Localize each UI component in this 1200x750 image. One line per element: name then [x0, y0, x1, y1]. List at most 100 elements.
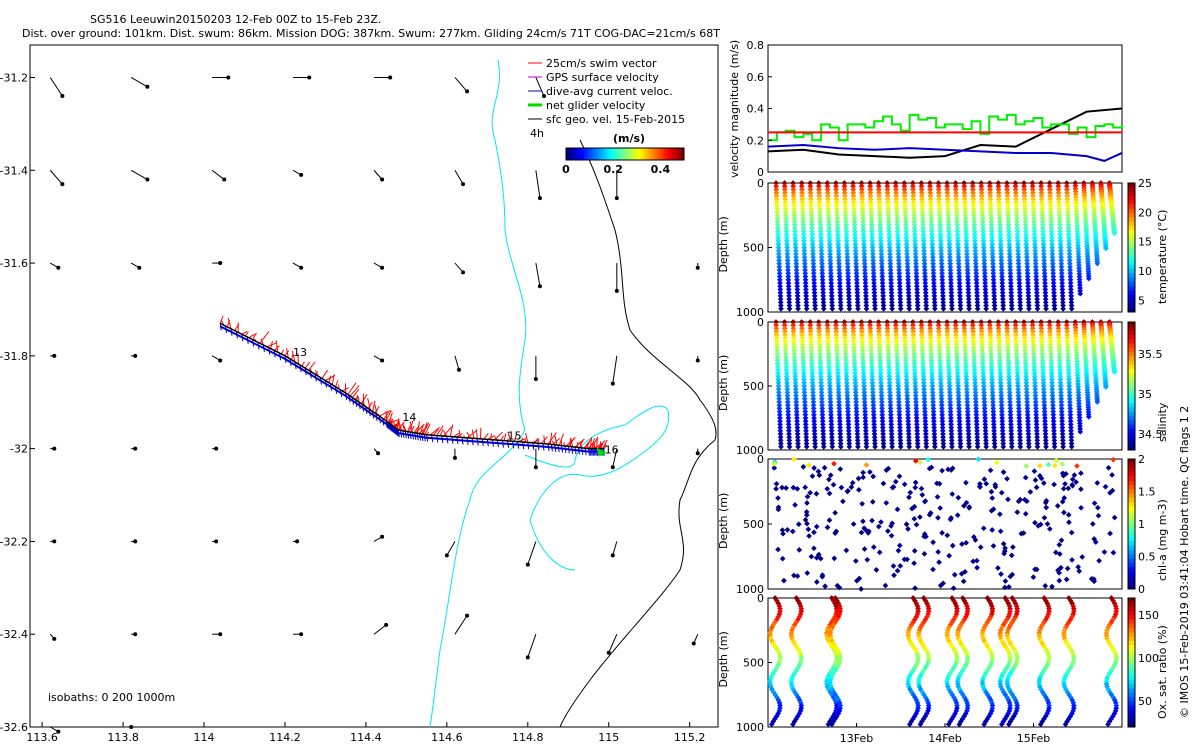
- profile-sample: [991, 305, 998, 312]
- profile-sample: [774, 212, 781, 219]
- profile-sample: [810, 247, 816, 254]
- profile-sample: [911, 215, 918, 222]
- colorbar-cell: [1128, 537, 1135, 542]
- colorbar-cell: [580, 148, 585, 160]
- profile-sample: [921, 251, 927, 257]
- profile-sample: [912, 244, 919, 251]
- profile-sample: [867, 180, 873, 186]
- profile-sample: [859, 212, 866, 219]
- colorbar-cell: [636, 148, 641, 160]
- profile-sample: [851, 225, 858, 231]
- profile-sample: [895, 247, 902, 254]
- colorbar-cell: [1128, 610, 1135, 616]
- profile-sample: [777, 280, 783, 286]
- profile-sample: [842, 193, 848, 199]
- profile-sample: [871, 280, 877, 286]
- profile-sample: [828, 273, 834, 280]
- profile-sample: [930, 257, 936, 264]
- profile-sample: [855, 305, 861, 312]
- profile-sample: [973, 264, 979, 270]
- profile-sample: [957, 296, 963, 302]
- profile-sample: [937, 234, 944, 241]
- colorbar-cell: [1128, 619, 1135, 625]
- swim-vector: [304, 361, 311, 369]
- profile-sample: [809, 241, 816, 248]
- profile-sample: [790, 196, 797, 202]
- profile-sample: [801, 257, 808, 264]
- profile-sample: [939, 276, 946, 283]
- colorbar-cell: [1128, 221, 1135, 227]
- profile-sample: [946, 234, 953, 241]
- profile-sample: [979, 212, 986, 219]
- swim-vector: [331, 374, 335, 385]
- swim-vector: [500, 435, 505, 441]
- profile-sample: [807, 183, 814, 190]
- profile-sample: [978, 183, 985, 190]
- profile-dots: [773, 180, 1118, 312]
- profile-sample: [826, 222, 832, 228]
- profile-sample: [828, 289, 835, 296]
- colorbar-cell: [1128, 498, 1135, 503]
- swim-vector: [449, 424, 454, 437]
- profile-sample: [792, 244, 799, 251]
- profile-sample: [850, 199, 857, 206]
- profile-sample: [923, 305, 930, 312]
- profile-sample: [852, 234, 858, 241]
- profile-sample: [862, 270, 868, 277]
- colorbar-cell: [1128, 602, 1135, 608]
- colorbar-cell: [577, 148, 582, 160]
- sfc-vector-head: [388, 75, 393, 80]
- profile-sample: [997, 222, 1003, 228]
- profile-sample: [920, 234, 927, 241]
- profile-sample: [836, 280, 843, 286]
- profile-sample: [827, 247, 833, 254]
- velocity-series-blue: [767, 144, 1123, 162]
- profile-sample: [905, 270, 911, 277]
- profile-sample: [886, 234, 893, 241]
- profile-sample: [885, 202, 891, 209]
- profile-sample: [783, 222, 790, 228]
- coast-island: [524, 405, 670, 571]
- profile-sample: [971, 231, 978, 238]
- profile-sample: [998, 244, 1004, 251]
- profile-sample: [902, 196, 908, 202]
- swim-vector: [347, 382, 357, 395]
- profile-sample: [936, 196, 942, 202]
- profile-sample: [914, 289, 920, 296]
- profile-sample: [876, 196, 883, 202]
- profile-sample: [988, 225, 995, 231]
- colorbar-cell: [1128, 273, 1135, 279]
- profile-sample: [835, 251, 842, 257]
- profile-sample: [998, 251, 1004, 257]
- colorbar-tick: 20: [1138, 206, 1152, 219]
- colorbar-cell: [1128, 368, 1135, 374]
- sfc-vector-head: [380, 358, 385, 363]
- profile-sample: [834, 209, 840, 215]
- colorbar-tick: 0.5: [1138, 551, 1156, 564]
- profile-sample: [948, 293, 955, 299]
- sfc-vector-head: [299, 265, 304, 270]
- profile-sample: [990, 276, 997, 283]
- map-ytick-label: -32.6: [0, 721, 28, 734]
- profile-sample: [999, 273, 1005, 280]
- profile-sample: [953, 205, 960, 212]
- swim-vector: [227, 317, 232, 329]
- sfc-vector-head: [56, 729, 61, 734]
- swim-vector: [543, 435, 546, 444]
- profile-sample: [819, 276, 826, 283]
- profile-sample: [945, 215, 952, 222]
- profile-sample: [902, 218, 909, 225]
- profile-sample: [851, 222, 858, 228]
- profile-sample: [777, 289, 784, 296]
- profile-sample: [914, 296, 921, 302]
- profile-sample: [833, 189, 840, 196]
- colorbar-cell: [1128, 281, 1135, 287]
- map-ytick-label: -32: [10, 443, 28, 456]
- profile-sample: [887, 270, 894, 277]
- colorbar-cell: [1128, 688, 1135, 694]
- colorbar-cell: [1128, 347, 1135, 353]
- profile-sample: [990, 270, 997, 277]
- profile-sample: [966, 302, 972, 309]
- profile-sample: [889, 302, 895, 309]
- swim-vector: [385, 410, 388, 422]
